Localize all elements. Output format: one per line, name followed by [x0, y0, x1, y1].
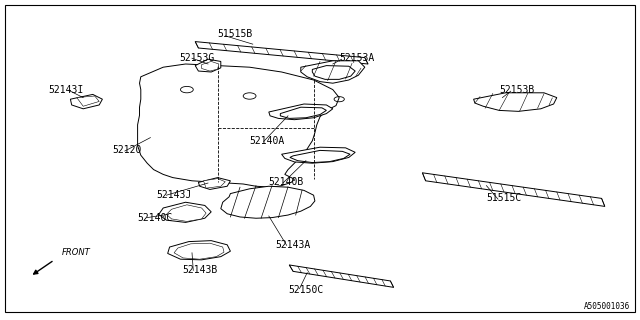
Polygon shape	[138, 64, 339, 187]
Text: 52140B: 52140B	[269, 177, 304, 188]
Text: 52143A: 52143A	[275, 240, 310, 250]
Text: 52153G: 52153G	[179, 52, 214, 63]
Polygon shape	[195, 42, 368, 64]
Polygon shape	[280, 107, 326, 118]
Polygon shape	[289, 265, 394, 287]
Polygon shape	[77, 96, 99, 106]
Polygon shape	[290, 150, 350, 163]
Polygon shape	[168, 241, 230, 260]
Polygon shape	[312, 66, 355, 79]
Text: 52140C: 52140C	[138, 212, 173, 223]
Text: FRONT: FRONT	[62, 248, 91, 257]
Text: 52143I: 52143I	[48, 84, 83, 95]
Polygon shape	[166, 205, 206, 221]
Text: 52153A: 52153A	[339, 52, 374, 63]
Polygon shape	[422, 173, 605, 206]
Polygon shape	[174, 243, 224, 259]
Polygon shape	[269, 104, 333, 120]
Text: 51515B: 51515B	[218, 28, 253, 39]
Text: 52153B: 52153B	[499, 84, 534, 95]
Text: 52120: 52120	[112, 145, 141, 156]
Text: 52150C: 52150C	[288, 284, 323, 295]
Polygon shape	[159, 202, 211, 222]
Polygon shape	[198, 178, 230, 189]
Polygon shape	[195, 59, 221, 72]
Text: A505001036: A505001036	[584, 302, 630, 311]
Text: 51515C: 51515C	[486, 193, 522, 204]
Polygon shape	[282, 147, 355, 163]
Text: 52143J: 52143J	[157, 190, 192, 200]
Polygon shape	[301, 61, 365, 83]
Polygon shape	[70, 94, 102, 109]
Polygon shape	[474, 93, 557, 111]
Polygon shape	[221, 186, 315, 218]
Text: 52140A: 52140A	[250, 136, 285, 146]
Polygon shape	[202, 61, 219, 71]
Polygon shape	[204, 179, 225, 188]
Text: 52143B: 52143B	[182, 265, 218, 276]
